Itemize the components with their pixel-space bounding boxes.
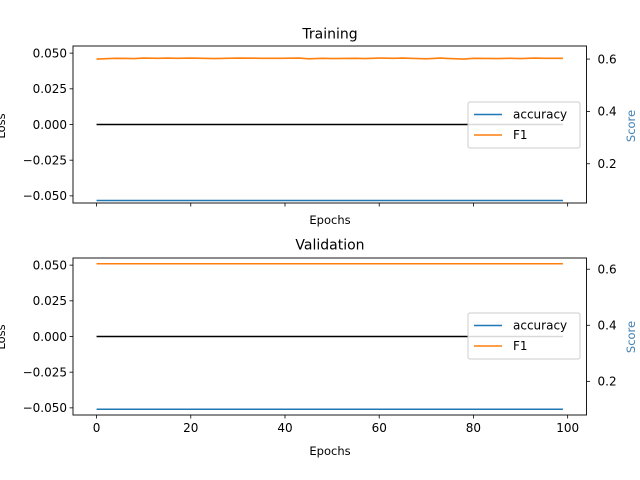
validation-legend-accuracy: accuracy: [513, 319, 567, 333]
training-right-tick-label: 0.2: [598, 157, 617, 171]
training-right-tick-label: 0.4: [598, 105, 617, 119]
validation-ylabel: Loss: [0, 324, 8, 349]
training-right-tick-label: 0.6: [598, 52, 617, 66]
validation-x-ticks: 0 20 40 60 80 100: [93, 415, 579, 435]
validation-left-tick-label: −0.050: [23, 401, 67, 415]
validation-x-tick-label: 20: [183, 421, 198, 435]
validation-xlabel: Epochs: [309, 444, 350, 458]
validation-legend: accuracy F1: [467, 312, 581, 360]
training-left-tick-label: 0.025: [33, 82, 67, 96]
training-left-tick-label: 0.000: [33, 118, 67, 132]
training-panel: Training Epochs Loss Score 0.0500.0250.0…: [0, 27, 638, 228]
validation-plot-frame: [72, 257, 587, 416]
validation-title: Validation: [295, 238, 364, 254]
training-left-ticks: 0.050 0.025 0.000 −0.025 −0.050: [23, 46, 73, 203]
validation-panel: Validation Epochs Loss Score 0.0500.0250…: [0, 238, 638, 459]
training-plot-frame: [72, 45, 587, 204]
validation-right-tick-label: 0.2: [598, 375, 617, 389]
training-legend-f1: F1: [513, 128, 528, 142]
training-ylabel-right: Score: [624, 110, 638, 142]
validation-right-tick-label: 0.4: [598, 319, 617, 333]
training-legend-accuracy: accuracy: [513, 108, 567, 122]
training-f1-line: [96, 57, 563, 60]
validation-left-tick-label: 0.025: [33, 294, 67, 308]
validation-x-tick-label: 80: [466, 421, 481, 435]
validation-x-tick-label: 0: [93, 421, 101, 435]
training-xlabel: Epochs: [309, 213, 350, 227]
validation-left-tick-label: 0.050: [33, 258, 67, 272]
training-ylabel: Loss: [0, 113, 8, 138]
validation-x-tick-label: 100: [556, 421, 579, 435]
validation-x-tick-label: 40: [277, 421, 292, 435]
training-legend: accuracy F1: [467, 101, 581, 149]
validation-right-tick-label: 0.6: [598, 263, 617, 277]
validation-legend-f1: F1: [513, 339, 528, 353]
training-legend-box: [467, 101, 581, 149]
training-left-tick-label: −0.025: [23, 153, 67, 167]
training-right-ticks: 0.6 0.4 0.2: [586, 52, 617, 171]
validation-left-tick-label: −0.025: [23, 365, 67, 379]
validation-legend-box: [467, 312, 581, 360]
validation-left-tick-label: 0.000: [33, 330, 67, 344]
training-title: Training: [301, 27, 357, 43]
training-left-tick-label: −0.050: [23, 189, 67, 203]
training-left-tick-label: 0.050: [33, 46, 67, 60]
validation-ylabel-right: Score: [624, 321, 638, 353]
validation-x-tick-label: 60: [372, 421, 387, 435]
validation-right-ticks: 0.6 0.4 0.2: [586, 263, 617, 389]
training-x-ticks: [96, 203, 569, 207]
validation-left-ticks: 0.050 0.025 0.000 −0.025 −0.050: [23, 258, 73, 415]
